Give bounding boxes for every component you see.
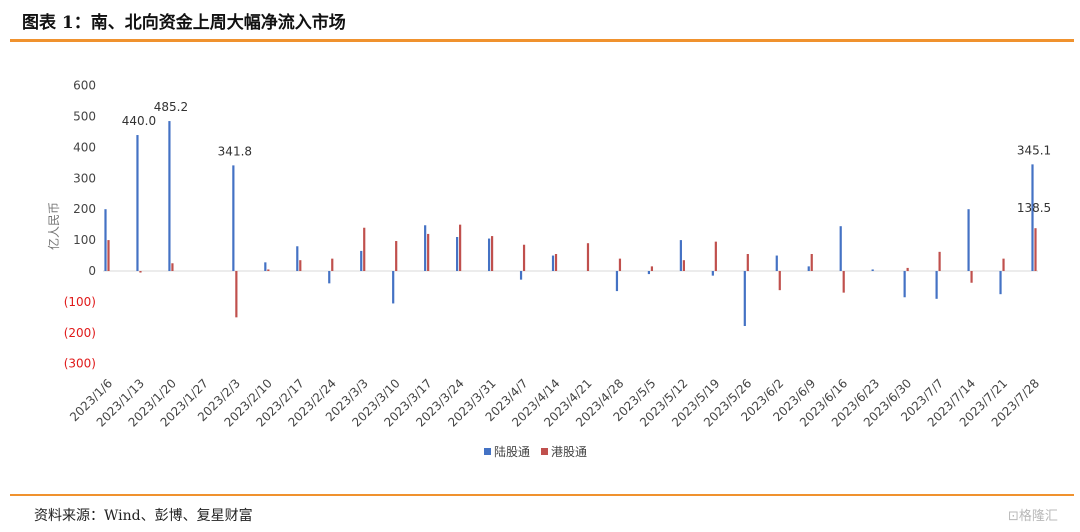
bar-north: [168, 121, 171, 271]
y-tick-label: (300): [64, 357, 96, 371]
bottom-divider: [10, 494, 1074, 496]
bar-north: [551, 255, 555, 271]
bar-north: [807, 266, 810, 271]
bar-north: [711, 271, 714, 276]
bar-south: [682, 260, 685, 271]
bar-south: [906, 267, 909, 271]
watermark-icon: ⊡: [1008, 509, 1019, 524]
bar-south: [235, 271, 238, 318]
data-label: 440.0: [122, 114, 156, 128]
y-tick-label: 300: [73, 171, 96, 185]
watermark-text: 格隆汇: [1018, 509, 1058, 524]
y-tick-label: 600: [73, 79, 96, 93]
legend-swatch-north: [484, 448, 491, 455]
legend-label-north: 陆股通: [494, 444, 530, 459]
bar-south: [554, 254, 558, 271]
y-axis-label: 亿人民币: [46, 202, 61, 250]
bar-north: [519, 271, 523, 280]
bar-north: [871, 269, 874, 271]
bar-south: [650, 266, 654, 271]
y-tick-label: 200: [73, 202, 96, 216]
bar-north: [456, 237, 459, 271]
bar-north: [424, 225, 427, 271]
bar-north: [104, 209, 107, 271]
bar-south: [267, 269, 270, 271]
x-axis: 2023/1/62023/1/132023/1/202023/1/272023/…: [67, 376, 1042, 429]
bars: [104, 121, 1037, 327]
bar-north: [967, 209, 970, 271]
bar-north: [264, 262, 267, 271]
bar-south: [139, 271, 142, 273]
bar-south: [714, 241, 717, 271]
bar-south: [618, 258, 622, 271]
data-label: 341.8: [218, 144, 252, 158]
data-label: 138.5: [1017, 201, 1051, 215]
bar-north: [360, 250, 363, 271]
bar-south: [459, 224, 462, 271]
bar-south: [810, 254, 813, 271]
bar-north: [935, 271, 938, 299]
bar-north: [999, 271, 1002, 295]
source-note: 资料来源：Wind、彭博、复星财富: [34, 508, 253, 524]
bar-north: [328, 271, 331, 284]
bar-south: [107, 240, 110, 271]
bar-north: [615, 271, 619, 292]
bar-south: [842, 271, 845, 293]
bar-north: [136, 135, 139, 271]
data-label: 485.2: [154, 100, 188, 114]
bar-north: [1031, 164, 1034, 271]
bar-south: [1002, 258, 1005, 271]
bar-south: [490, 236, 494, 271]
bar-south: [331, 258, 334, 271]
bar-north: [487, 238, 491, 271]
bar-north: [839, 226, 842, 271]
bar-south: [586, 243, 590, 271]
legend: 陆股通 港股通: [484, 444, 587, 459]
y-tick-label: 500: [73, 110, 96, 124]
bar-north: [647, 271, 651, 275]
bar-south: [171, 263, 174, 271]
bar-south: [363, 227, 366, 271]
bar-south: [746, 254, 749, 271]
y-tick-label: (100): [64, 295, 96, 309]
bar-south: [970, 271, 973, 283]
bar-north: [679, 240, 682, 271]
bar-north: [232, 165, 235, 271]
watermark: ⊡格隆汇: [1008, 505, 1058, 524]
data-label: 345.1: [1017, 143, 1051, 157]
bar-north: [743, 271, 746, 327]
y-tick-label: 400: [73, 140, 96, 154]
chart-title: 图表 1：南、北向资金上周大幅净流入市场: [22, 13, 346, 33]
bar-south: [938, 251, 941, 271]
y-tick-label: 0: [88, 264, 96, 278]
y-tick-label: 100: [73, 233, 96, 247]
bar-north: [775, 255, 778, 271]
bar-south: [299, 260, 302, 271]
bar-north: [296, 246, 299, 271]
bar-south: [522, 244, 526, 271]
bar-north: [903, 271, 906, 298]
y-axis: 600 500 400 300 200 100 0 (100) (200) (300): [64, 79, 96, 371]
legend-label-south: 港股通: [551, 445, 587, 459]
bar-south: [1034, 228, 1037, 271]
bar-south: [427, 233, 430, 271]
bar-south: [395, 241, 398, 271]
y-tick-label: (200): [64, 326, 96, 340]
bar-south: [778, 271, 781, 291]
legend-swatch-south: [541, 448, 548, 455]
bar-north: [392, 271, 395, 304]
top-divider: [10, 39, 1074, 42]
